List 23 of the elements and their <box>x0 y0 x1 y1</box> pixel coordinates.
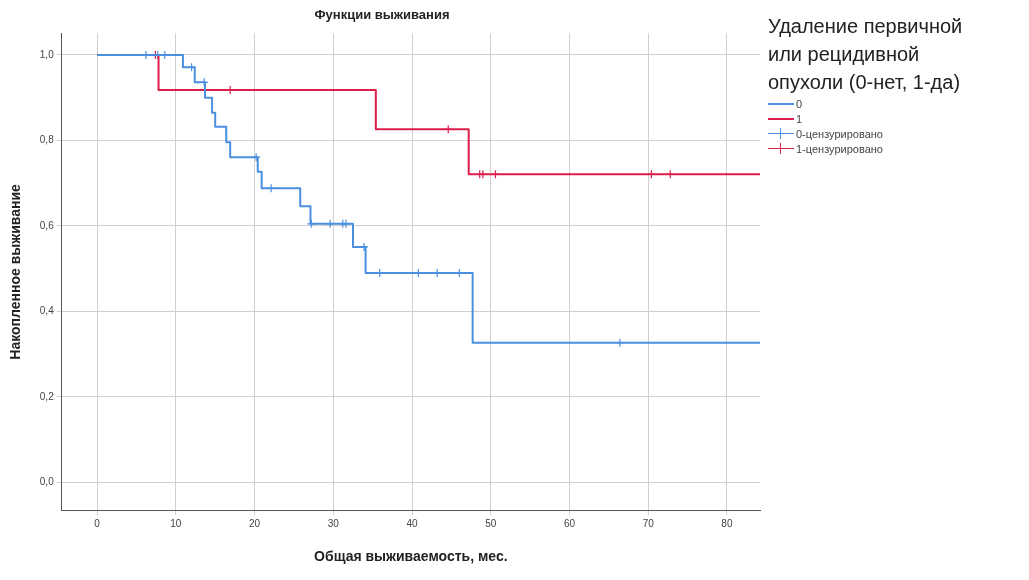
x-tick-label: 40 <box>406 517 419 529</box>
legend-label: 0-цензурировано <box>796 127 883 140</box>
x-tick-label: 60 <box>563 517 576 529</box>
x-tick-label: 20 <box>249 517 261 529</box>
y-tick-label: 0,4 <box>39 305 55 317</box>
y-tick-label: 0,8 <box>39 134 55 146</box>
legend-label: 0 <box>796 97 803 110</box>
x-tick-label: 10 <box>170 517 182 529</box>
legend-title: Удаление первичной или рецидивной опухоли (0-нет, 1-да) <box>768 14 964 95</box>
chart-title: Функции выживания <box>314 7 450 23</box>
y-tick-label: 0,0 <box>39 476 55 488</box>
y-tick-label: 1,0 <box>39 48 55 60</box>
x-tick-label: 70 <box>642 517 655 529</box>
x-tick-label: 80 <box>721 517 733 529</box>
y-tick-label: 0,6 <box>39 219 55 231</box>
x-tick-label: 30 <box>327 517 340 529</box>
x-tick-label: 0 <box>94 517 101 529</box>
x-axis-title: Общая выживаемость, мес. <box>314 548 508 565</box>
y-tick-label: 0,2 <box>39 390 55 402</box>
x-tick-label: 50 <box>485 517 497 529</box>
legend-label: 1 <box>796 112 803 125</box>
legend-label: 1-цензурировано <box>796 142 883 155</box>
y-axis-title: Накопленное выживание <box>7 183 24 360</box>
